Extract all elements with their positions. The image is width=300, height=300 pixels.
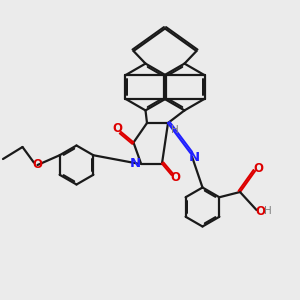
Text: O: O [170,171,180,184]
Text: O: O [255,205,265,218]
Text: O: O [253,162,263,175]
Text: N: N [130,157,141,170]
Text: O: O [112,122,122,135]
Text: H: H [171,124,178,135]
Text: N: N [189,151,200,164]
Text: O: O [32,158,42,171]
Text: H: H [264,206,272,216]
